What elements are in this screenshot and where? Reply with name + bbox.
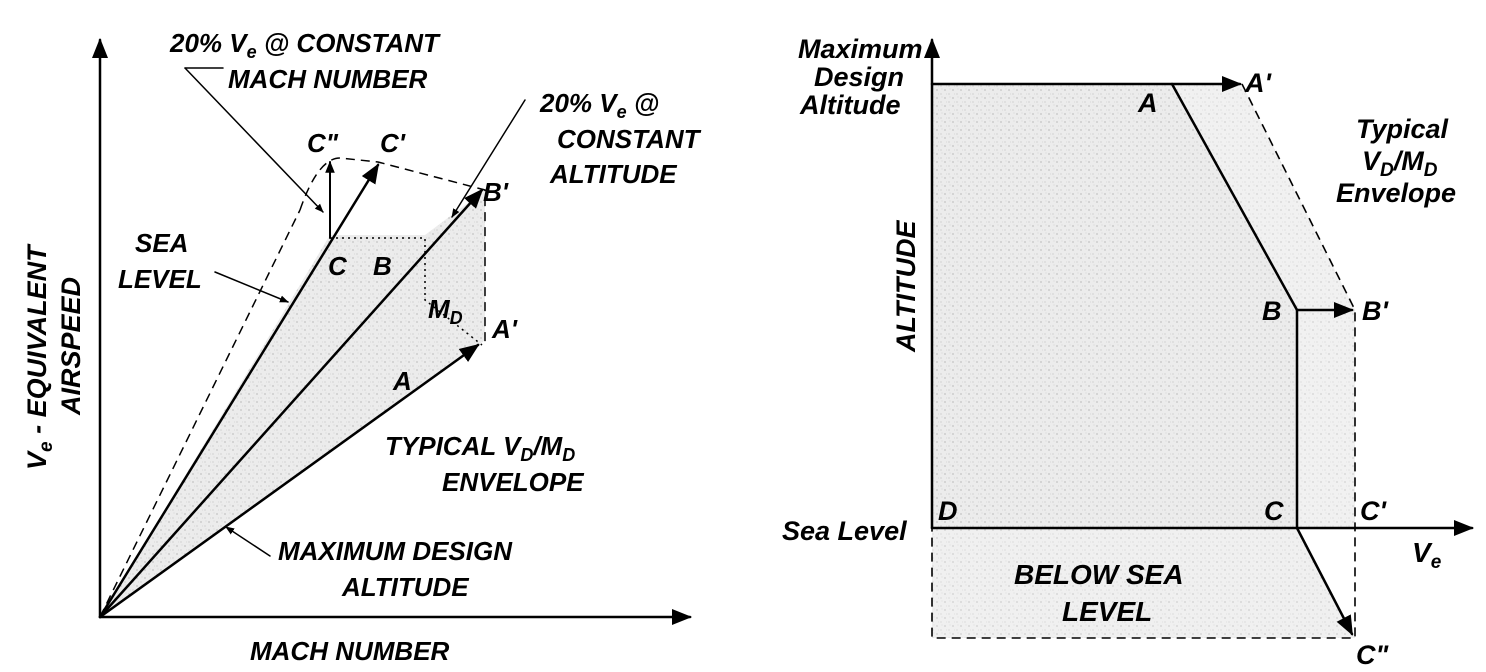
point-a-prime-left: A' bbox=[491, 314, 518, 344]
right-max-alt-line2: Design bbox=[814, 62, 904, 92]
note-alt-line2: CONSTANT bbox=[557, 124, 702, 154]
point-b-prime-left: B' bbox=[483, 177, 509, 207]
sea-level-line1: SEA bbox=[135, 228, 188, 258]
note-mach-line1: 20% Ve @ CONSTANT bbox=[169, 28, 441, 62]
right-dashed-envelope bbox=[931, 83, 1356, 639]
left-constant-mach-ray bbox=[98, 188, 484, 619]
left-x-axis-label: MACH NUMBER bbox=[250, 636, 450, 666]
leader-mach-note-1 bbox=[184, 67, 324, 213]
right-extension-area bbox=[1172, 84, 1355, 528]
left-max-design-altitude-ray bbox=[98, 343, 480, 619]
left-outer-envelope-dash bbox=[299, 157, 486, 345]
right-envelope-line3: Envelope bbox=[1336, 178, 1456, 208]
note-alt-line1: 20% Ve @ bbox=[539, 88, 659, 122]
right-point-a-prime: A' bbox=[1244, 68, 1272, 98]
right-point-b-prime: B' bbox=[1362, 296, 1389, 326]
right-envelope-line1: Typical bbox=[1356, 114, 1449, 144]
md-label-left: MD bbox=[428, 294, 463, 328]
envelope-label-line2-left: ENVELOPE bbox=[442, 467, 584, 497]
point-c-double-left: C" bbox=[307, 128, 339, 158]
note-alt-line3: ALTITUDE bbox=[549, 159, 677, 189]
left-diagram: Ve - EQUIVALENT AIRSPEED MACH NUMBER 20%… bbox=[22, 28, 702, 666]
right-point-a: A bbox=[1137, 88, 1158, 118]
right-y-axis-label: ALTITUDE bbox=[891, 220, 921, 353]
right-envelope-area bbox=[932, 84, 1297, 528]
left-y-axis-label-line1: Ve - EQUIVALENT bbox=[22, 243, 57, 470]
leader-max-alt bbox=[225, 526, 271, 557]
sea-level-line2: LEVEL bbox=[118, 264, 202, 294]
point-b-left: B bbox=[373, 251, 392, 281]
right-diagram: Maximum Design Altitude ALTITUDE Sea Lev… bbox=[782, 34, 1474, 670]
right-point-c: C bbox=[1264, 496, 1284, 526]
left-sea-level-ray bbox=[98, 163, 380, 619]
left-inner-envelope-dot bbox=[330, 237, 483, 346]
right-point-b: B bbox=[1262, 296, 1282, 326]
right-below-sea-line2: LEVEL bbox=[1062, 596, 1152, 627]
right-point-c-prime: C' bbox=[1360, 496, 1387, 526]
max-alt-line1-left: MAXIMUM DESIGN bbox=[278, 536, 513, 566]
note-mach-line2: MACH NUMBER bbox=[228, 64, 428, 94]
max-alt-line2-left: ALTITUDE bbox=[341, 572, 469, 602]
right-x-axis-label: Ve bbox=[1412, 537, 1442, 573]
leader-sea-level bbox=[214, 271, 289, 303]
right-point-d: D bbox=[938, 496, 958, 526]
right-envelope-line2: VD/MD bbox=[1362, 146, 1438, 181]
right-c-double-arrow bbox=[1295, 526, 1354, 636]
left-outer-dash-ray bbox=[99, 209, 301, 618]
right-max-alt-line3: Altitude bbox=[799, 90, 901, 120]
right-below-sea-line1: BELOW SEA bbox=[1014, 559, 1184, 590]
right-max-alt-line1: Maximum bbox=[798, 34, 923, 64]
right-below-sea-area bbox=[932, 528, 1355, 638]
left-y-axis-label-line2: AIRSPEED bbox=[56, 277, 86, 416]
point-c-left: C bbox=[328, 251, 348, 281]
right-sea-level-label: Sea Level bbox=[782, 516, 907, 546]
point-c-prime-left: C' bbox=[380, 128, 406, 158]
leader-alt-note bbox=[451, 99, 526, 218]
point-a-left: A bbox=[392, 366, 412, 396]
envelope-label-line1-left: TYPICAL VD/MD bbox=[385, 431, 575, 465]
right-point-c-double: C" bbox=[1356, 640, 1389, 670]
